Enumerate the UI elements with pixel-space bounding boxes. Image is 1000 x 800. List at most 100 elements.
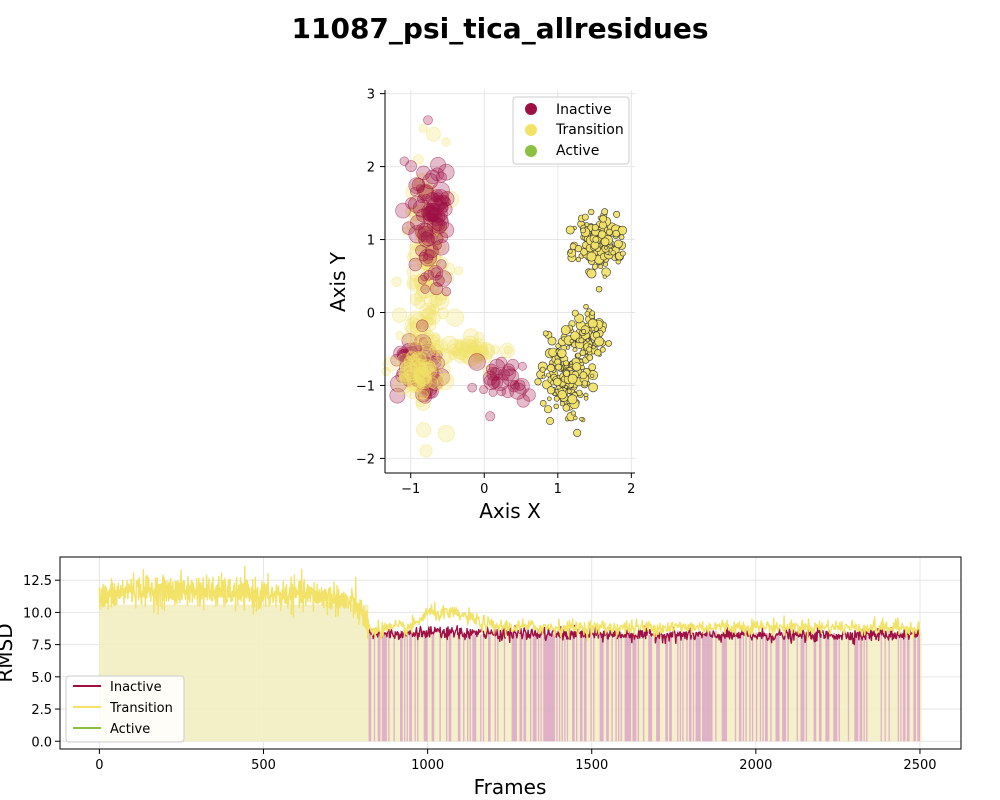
inactive-band	[813, 630, 816, 742]
scatter-x-tick-label: 2	[627, 482, 635, 497]
inactive-band	[900, 632, 902, 742]
transition-band	[460, 635, 462, 742]
scatter-legend-frame	[512, 96, 630, 165]
inactive-band	[627, 633, 629, 742]
inactive-band	[590, 631, 592, 742]
transition-band	[598, 635, 600, 742]
transition-band	[851, 633, 854, 742]
scatter-point	[585, 338, 590, 343]
transition-band	[730, 632, 733, 742]
transition-band	[371, 633, 373, 742]
inactive-band	[708, 631, 711, 742]
scatter-point	[591, 263, 598, 270]
scatter-point	[438, 222, 455, 238]
scatter-point	[418, 251, 429, 262]
inactive-band	[725, 631, 728, 742]
scatter-point	[440, 335, 459, 354]
inactive-band	[515, 633, 518, 742]
scatter-point	[418, 124, 428, 133]
scatter-point	[437, 425, 455, 442]
inactive-band	[695, 632, 698, 742]
transition-band	[901, 633, 904, 742]
inactive-band	[600, 632, 603, 742]
transition-band	[451, 635, 453, 742]
transition-band	[895, 632, 897, 742]
scatter-point	[425, 234, 436, 244]
transition-band	[604, 633, 607, 742]
inactive-band	[393, 630, 396, 742]
scatter-point	[590, 373, 595, 378]
rmsd-x-tick-label: 1500	[575, 758, 608, 773]
transition-band	[824, 635, 826, 742]
transition-band	[720, 632, 722, 742]
inactive-band	[703, 634, 705, 742]
scatter-y-tick-label: 2	[367, 161, 375, 176]
transition-band	[616, 634, 619, 742]
scatter-point	[544, 405, 553, 414]
transition-band	[570, 631, 573, 742]
transition-band	[526, 631, 528, 742]
transition-band	[509, 633, 511, 742]
scatter-point	[568, 249, 573, 254]
scatter-point	[586, 251, 597, 262]
transition-band	[443, 631, 445, 742]
inactive-band	[472, 634, 474, 742]
inactive-band	[908, 632, 910, 742]
transition-band	[422, 633, 424, 742]
transition-band	[557, 634, 560, 742]
transition-band	[909, 633, 912, 742]
inactive-band	[414, 635, 417, 742]
transition-band	[763, 632, 766, 742]
transition-band	[662, 630, 665, 742]
scatter-point	[586, 354, 594, 361]
transition-band	[372, 633, 375, 742]
scatter-point	[418, 389, 429, 400]
transition-band	[654, 631, 657, 742]
scatter-legend-label-active: Active	[556, 143, 599, 159]
transition-band	[435, 634, 438, 742]
transition-band	[876, 631, 879, 742]
inactive-band	[384, 632, 386, 742]
transition-band	[478, 633, 481, 742]
transition-band	[386, 635, 389, 742]
inactive-band	[566, 633, 569, 742]
transition-band	[807, 632, 809, 742]
scatter-y-tick-label: 0	[367, 307, 375, 322]
transition-band	[505, 634, 507, 742]
scatter-point	[552, 392, 557, 397]
transition-band	[867, 631, 870, 742]
transition-band	[442, 634, 444, 742]
scatter-point	[571, 309, 579, 317]
transition-band	[644, 632, 646, 742]
transition-band	[753, 631, 755, 742]
transition-band	[477, 634, 480, 742]
scatter-point	[546, 396, 552, 402]
transition-band	[640, 635, 642, 742]
scatter-point	[566, 388, 572, 394]
transition-band	[685, 632, 687, 742]
inactive-band	[373, 633, 376, 742]
rmsd-state-bands	[99, 604, 922, 742]
scatter-point	[501, 385, 515, 398]
scatter-point	[458, 338, 478, 358]
inactive-band	[814, 634, 817, 742]
inactive-band	[670, 634, 673, 742]
inactive-band	[572, 634, 574, 742]
scatter-point	[414, 369, 430, 385]
transition-band	[587, 631, 590, 742]
transition-band	[562, 634, 565, 742]
inactive-band	[637, 633, 640, 742]
transition-band	[402, 635, 405, 742]
inactive-band	[463, 631, 465, 742]
scatter-point	[435, 270, 452, 287]
transition-band	[736, 632, 738, 742]
inactive-band	[381, 632, 384, 742]
scatter-point	[417, 274, 428, 285]
transition-band	[878, 633, 880, 742]
transition-band	[375, 634, 377, 742]
transition-band	[905, 632, 908, 742]
scatter-point	[553, 395, 560, 402]
inactive-band	[833, 633, 835, 742]
scatter-point	[412, 353, 428, 369]
inactive-band	[410, 634, 413, 742]
